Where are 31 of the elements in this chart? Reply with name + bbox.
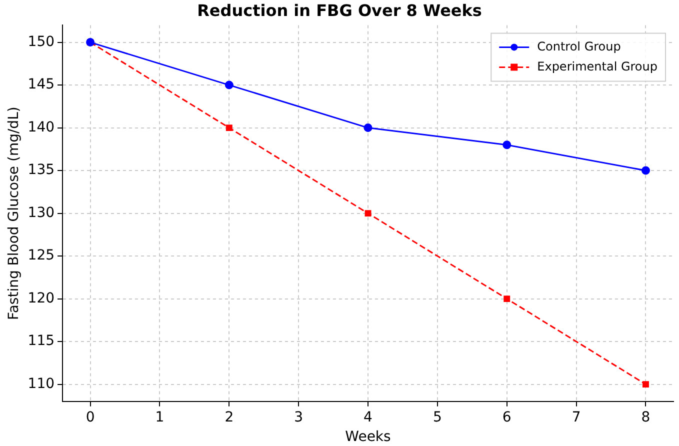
y-tick-label: 145 — [28, 76, 55, 93]
x-tick-label: 6 — [502, 409, 512, 426]
point — [364, 210, 372, 217]
chart-title: Reduction in FBG Over 8 Weeks — [197, 0, 482, 20]
point — [364, 124, 372, 132]
point — [504, 296, 510, 302]
legend-label: Control Group — [537, 39, 621, 54]
point — [502, 140, 512, 150]
point — [224, 80, 234, 90]
y-tick-label: 150 — [28, 34, 55, 50]
x-tick-label: 4 — [364, 409, 373, 426]
x-axis-title: Weeks — [345, 429, 391, 446]
y-tick-label: 130 — [28, 204, 55, 221]
y-tick-label: 125 — [28, 248, 55, 264]
x-tick-label: 1 — [155, 409, 164, 426]
x-tick-label: 5 — [432, 409, 442, 426]
y-tick-label: 120 — [28, 290, 55, 306]
x-tick-label: 7 — [572, 409, 581, 426]
y-tick-label: 140 — [28, 119, 55, 136]
y-tick-label: 110 — [28, 376, 55, 392]
x-tick-label: 8 — [641, 409, 650, 426]
x-tick-label: 2 — [224, 409, 234, 426]
y-tick-label: 135 — [28, 162, 55, 178]
y-axis-title: Fasting Blood Glucose (mg/dL) — [6, 106, 22, 320]
point — [642, 381, 649, 388]
point — [641, 166, 650, 175]
point — [226, 124, 232, 132]
y-tick-label: 115 — [28, 333, 55, 350]
x-tick-label: 0 — [86, 409, 95, 426]
legend-label: Experimental Group — [537, 59, 658, 74]
x-tick-label: 3 — [294, 409, 304, 426]
